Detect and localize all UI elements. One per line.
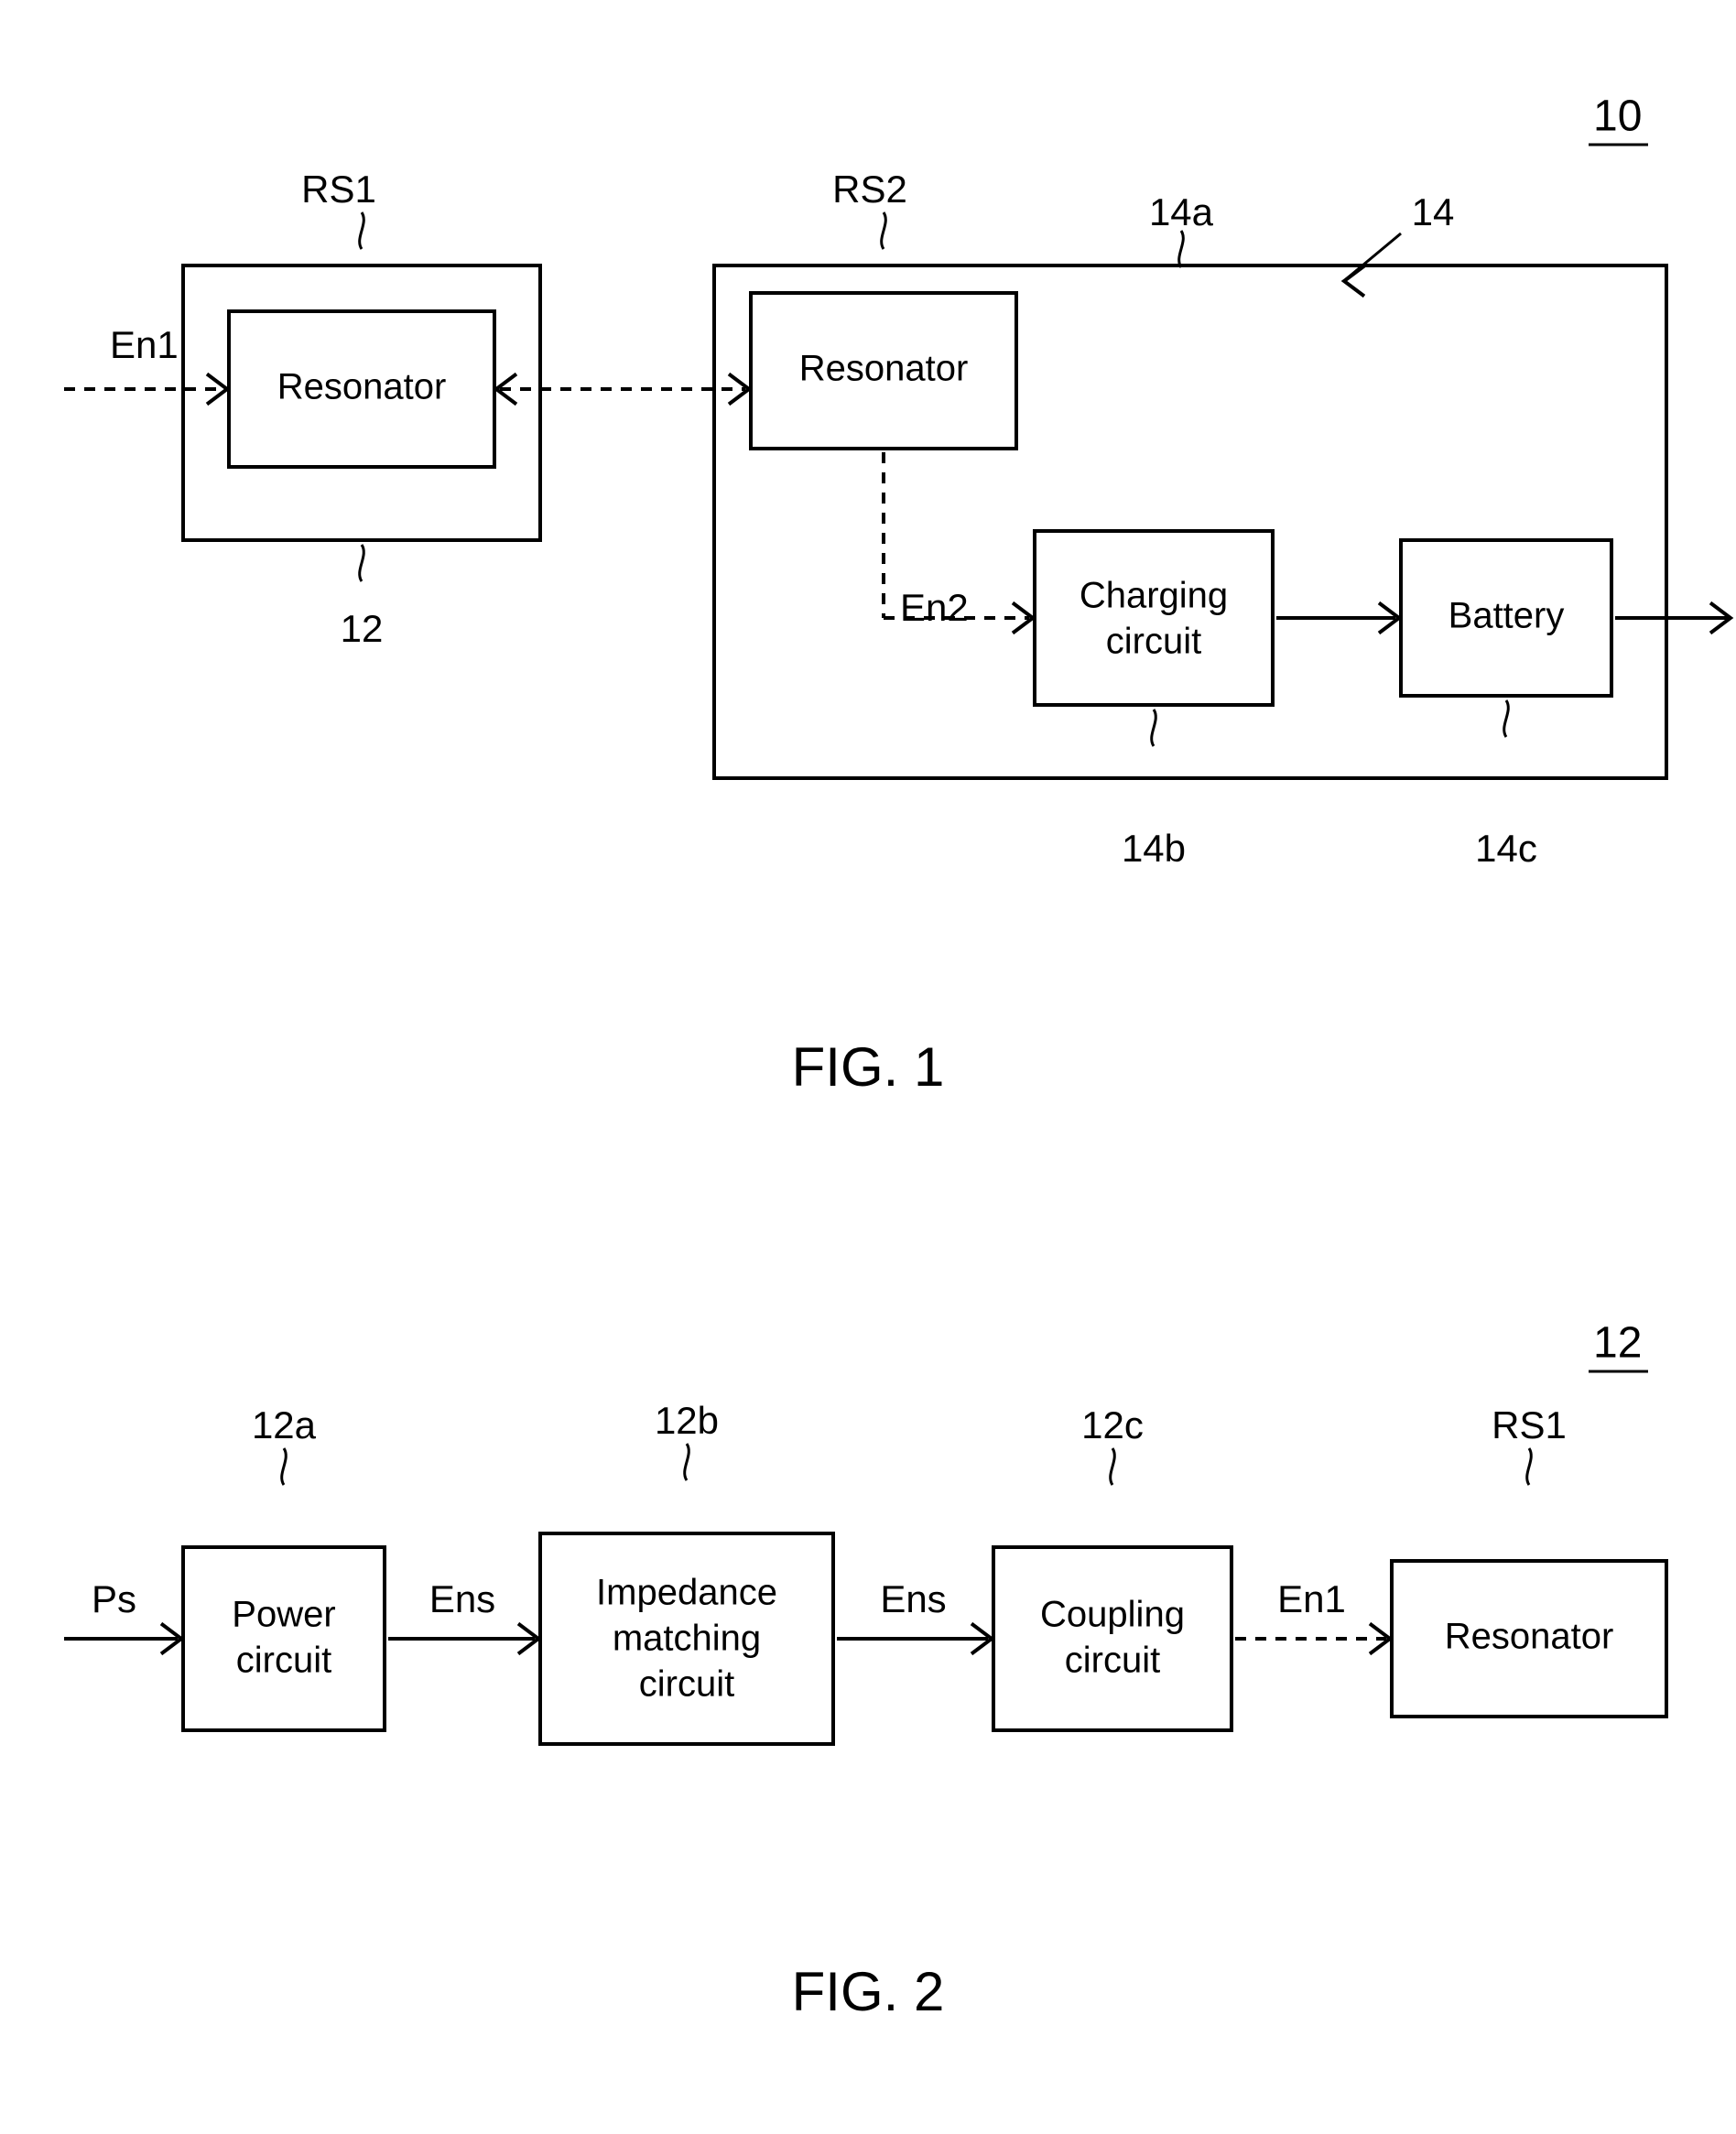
fig1-14-label: 14 <box>1412 190 1455 233</box>
fig2-power <box>183 1547 385 1730</box>
fig2-imp-l2: matching <box>613 1619 761 1659</box>
fig1-caption: FIG. 1 <box>792 1036 945 1098</box>
fig2-en1-label: En1 <box>1277 1577 1346 1620</box>
fig2-12c-squiggle <box>1111 1448 1115 1485</box>
fig1-charging <box>1035 531 1273 705</box>
fig1-14-pointer-head <box>1344 266 1364 297</box>
fig1-rs2-squiggle <box>882 212 886 249</box>
fig2-ens2-label: Ens <box>880 1577 946 1620</box>
fig1-12-label: 12 <box>341 607 384 650</box>
fig2-imp-l1: Impedance <box>596 1573 777 1613</box>
fig2-imp-l3: circuit <box>639 1664 734 1705</box>
fig1-12-squiggle <box>360 545 364 581</box>
fig1-battery-text: Battery <box>1448 596 1565 636</box>
fig2-label-12: 12 <box>1593 1319 1642 1368</box>
fig1-14a-squiggle <box>1179 231 1184 267</box>
fig1-box14 <box>714 265 1666 778</box>
fig1-14b-squiggle <box>1152 710 1156 746</box>
fig1-resonator2-text: Resonator <box>799 349 969 389</box>
fig1-rs1-squiggle <box>360 212 364 249</box>
fig2-12a-squiggle <box>282 1448 287 1485</box>
fig1-14c-label: 14c <box>1475 827 1537 870</box>
fig1-en1-label: En1 <box>110 323 179 366</box>
fig2-coupling-l2: circuit <box>1065 1641 1160 1681</box>
fig2-power-l2: circuit <box>236 1641 331 1681</box>
fig2-coupling-l1: Coupling <box>1040 1595 1185 1635</box>
fig1-label-10: 10 <box>1593 92 1642 141</box>
fig1-charging-l1: Charging <box>1080 576 1228 616</box>
fig2-12c-label: 12c <box>1081 1403 1144 1446</box>
fig2-resonator-text: Resonator <box>1445 1617 1614 1657</box>
fig2-ens1-label: Ens <box>429 1577 495 1620</box>
fig1-14c-squiggle <box>1504 700 1509 737</box>
fig2-rs1-label: RS1 <box>1492 1403 1567 1446</box>
fig2-rs1-squiggle <box>1527 1448 1532 1485</box>
fig1-14b-label: 14b <box>1122 827 1186 870</box>
fig1-resonator1-text: Resonator <box>277 367 447 407</box>
fig2-caption: FIG. 2 <box>792 1961 945 2022</box>
fig2-12b-squiggle <box>685 1444 689 1480</box>
fig2-ps-label: Ps <box>92 1577 136 1620</box>
fig1-en2-label: En2 <box>900 586 969 629</box>
fig1-rs2-label: RS2 <box>832 168 907 211</box>
fig2-coupling <box>993 1547 1231 1730</box>
fig1-en2-head <box>1013 603 1033 634</box>
fig1-14a-label: 14a <box>1149 190 1214 233</box>
fig2-12b-label: 12b <box>655 1399 719 1442</box>
fig2-power-l1: Power <box>232 1595 335 1635</box>
fig1-charging-l2: circuit <box>1106 622 1201 662</box>
fig1-rs1-label: RS1 <box>301 168 376 211</box>
fig2-12a-label: 12a <box>252 1403 317 1446</box>
